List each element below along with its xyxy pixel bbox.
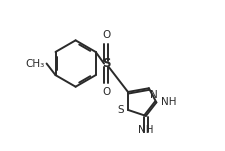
Text: N: N <box>150 90 157 100</box>
Text: NH: NH <box>160 97 175 107</box>
Text: CH₃: CH₃ <box>25 59 44 69</box>
Text: S: S <box>101 57 110 70</box>
Text: O: O <box>102 30 110 40</box>
Text: NH: NH <box>137 125 153 135</box>
Text: O: O <box>102 87 110 97</box>
Text: S: S <box>117 105 124 115</box>
